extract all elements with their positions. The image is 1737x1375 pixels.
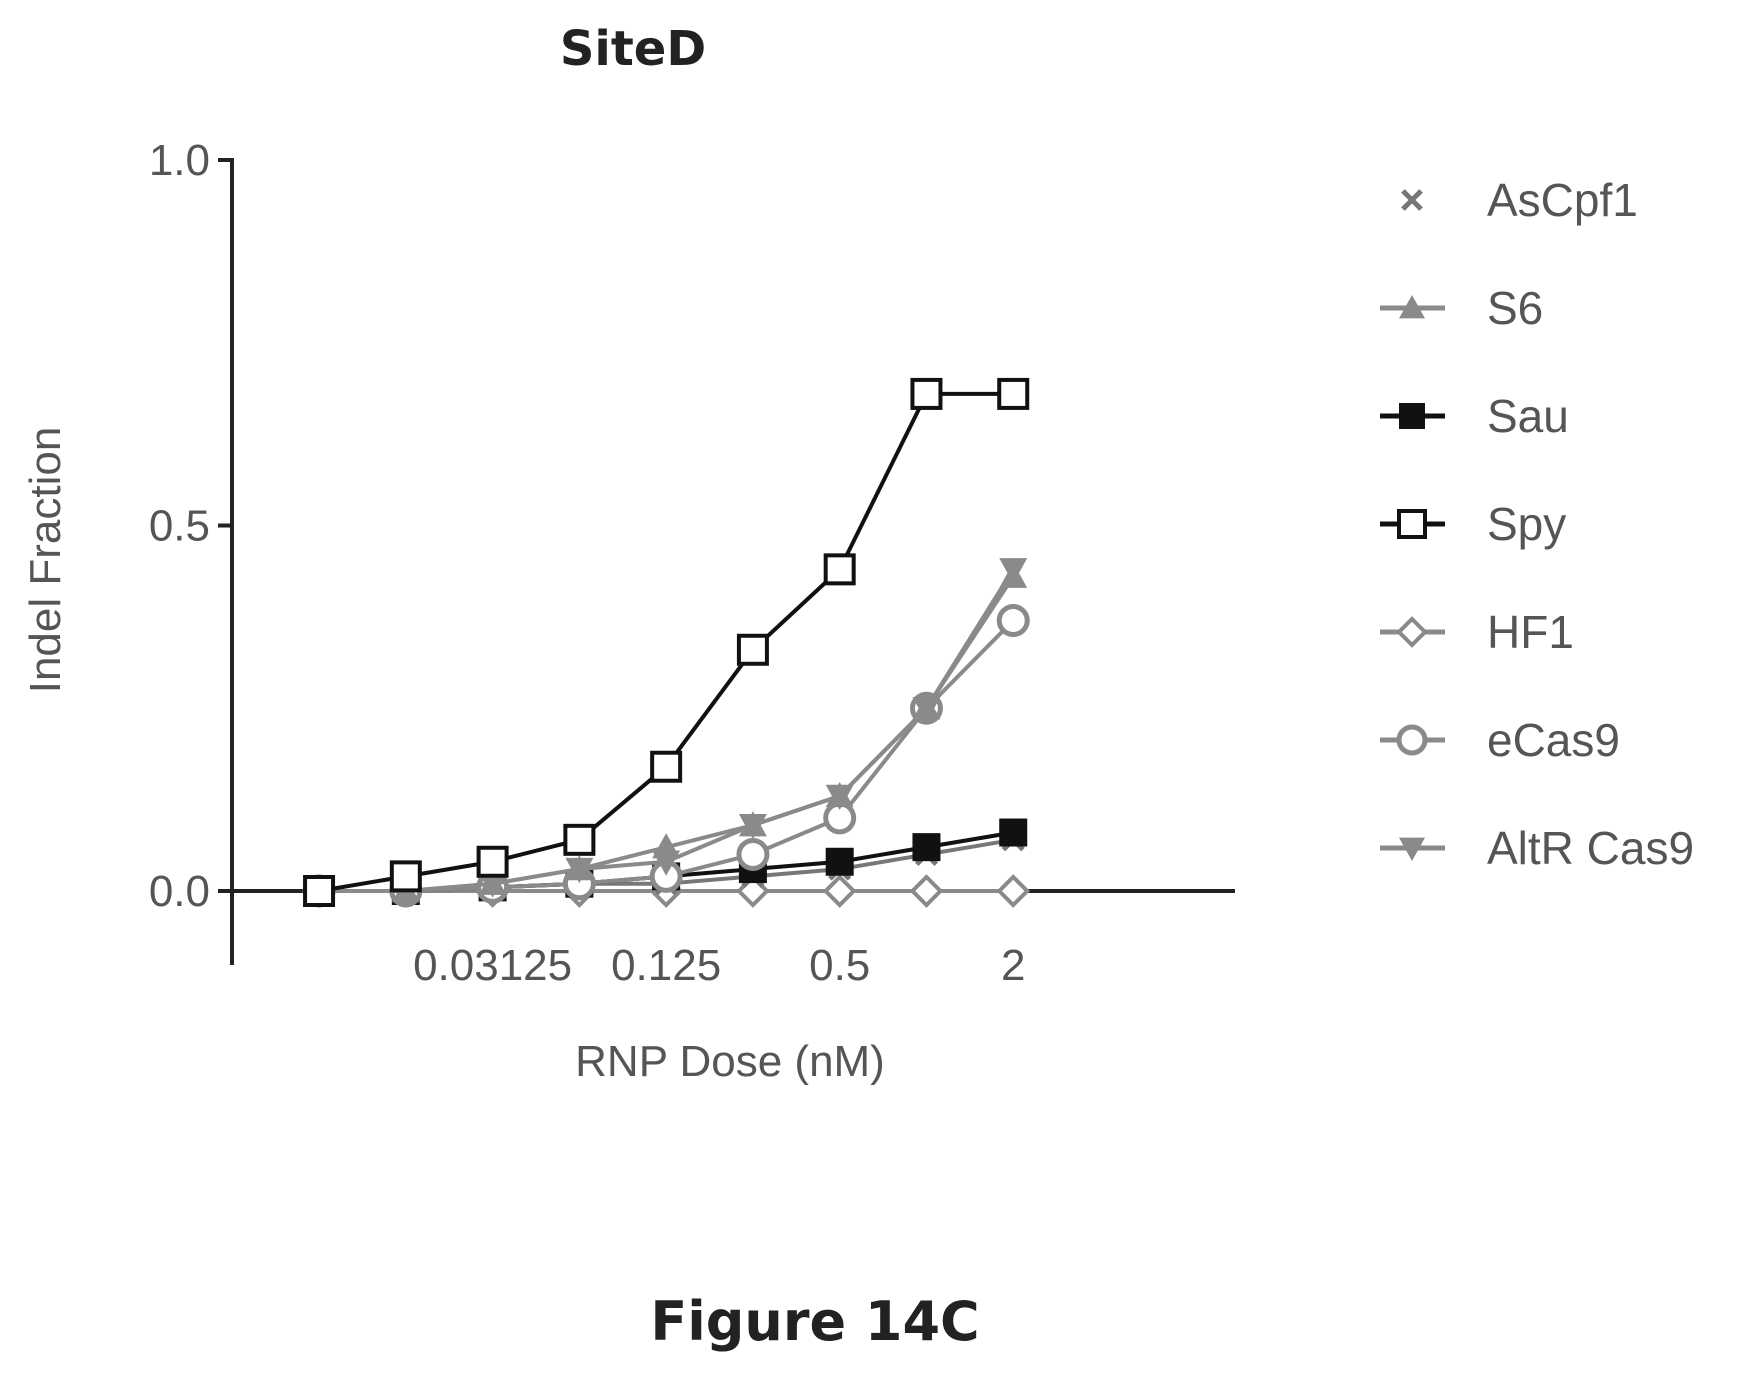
triangle-up-marker bbox=[1399, 295, 1425, 319]
open-square-marker bbox=[997, 377, 1030, 410]
y-tick-label: 0.5 bbox=[149, 502, 210, 551]
diamond-marker bbox=[822, 874, 857, 908]
legend-label: AltR Cas9 bbox=[1487, 822, 1694, 874]
triangle-down-marker bbox=[652, 850, 681, 876]
legend: AsCpf1 S6 Sau Spy HF1 eCas9 AltR Cas9 bbox=[1380, 174, 1694, 874]
open-square-marker bbox=[736, 633, 769, 666]
y-axis-label: Indel Fraction bbox=[21, 427, 70, 694]
legend-label: HF1 bbox=[1487, 606, 1574, 658]
triangle-down-marker bbox=[912, 697, 941, 723]
legend-item: AsCpf1 bbox=[1401, 174, 1638, 226]
open-circle-marker bbox=[1396, 724, 1428, 756]
x-marker bbox=[1401, 189, 1423, 211]
open-square-marker bbox=[1397, 509, 1427, 539]
x-tick-label: 2 bbox=[1001, 941, 1025, 990]
diamond-marker bbox=[996, 874, 1031, 908]
triangle-down-marker bbox=[478, 872, 507, 898]
square-marker bbox=[999, 818, 1028, 847]
legend-label: Spy bbox=[1487, 498, 1566, 550]
legend-item: Spy bbox=[1380, 498, 1566, 550]
open-circle-marker bbox=[736, 837, 770, 871]
legend-label: AsCpf1 bbox=[1487, 174, 1638, 226]
x-marker-stroke bbox=[1401, 189, 1423, 211]
legend-item: Sau bbox=[1380, 390, 1569, 442]
open-square-marker bbox=[910, 377, 943, 410]
x-axis-label: RNP Dose (nM) bbox=[575, 1037, 885, 1086]
legend-label: Sau bbox=[1487, 390, 1569, 442]
legend-item: eCas9 bbox=[1380, 714, 1620, 766]
open-square-marker bbox=[389, 860, 422, 893]
series-altr-cas9 bbox=[305, 558, 1028, 905]
triangle-down-marker bbox=[1399, 837, 1425, 861]
legend-label: S6 bbox=[1487, 282, 1543, 334]
axes: 0.0 0.5 1.0 0.03125 0.125 0.5 2 bbox=[149, 136, 1235, 990]
y-tick-label: 0.0 bbox=[149, 867, 210, 916]
diamond-marker bbox=[1396, 616, 1428, 648]
square-marker bbox=[1399, 403, 1425, 429]
triangle-down-marker bbox=[738, 814, 767, 840]
y-tick-label: 1.0 bbox=[149, 136, 210, 185]
triangle-down-marker bbox=[999, 558, 1028, 584]
x-tick-label: 0.5 bbox=[809, 941, 870, 990]
open-square-marker bbox=[303, 875, 336, 907]
square-marker bbox=[825, 847, 854, 876]
x-tick-label: 0.03125 bbox=[413, 941, 572, 990]
legend-item: AltR Cas9 bbox=[1380, 822, 1694, 874]
figure-caption: Figure 14C bbox=[650, 1290, 979, 1353]
series-spy bbox=[303, 377, 1030, 907]
legend-item: HF1 bbox=[1380, 606, 1574, 658]
square-marker bbox=[912, 833, 941, 862]
open-circle-marker bbox=[996, 604, 1030, 638]
legend-label: eCas9 bbox=[1487, 714, 1620, 766]
plot-area bbox=[302, 377, 1031, 908]
triangle-down-marker bbox=[565, 857, 594, 884]
x-tick-label: 0.125 bbox=[611, 941, 721, 990]
open-square-marker bbox=[650, 750, 683, 783]
open-square-marker bbox=[563, 823, 596, 856]
triangle-down-marker bbox=[825, 784, 854, 810]
legend-item: S6 bbox=[1380, 282, 1543, 334]
series-line-spy bbox=[318, 391, 1014, 893]
open-square-marker bbox=[476, 845, 509, 878]
open-square-marker bbox=[823, 553, 856, 586]
diamond-marker bbox=[909, 874, 944, 908]
chart-title: SiteD bbox=[560, 21, 706, 77]
